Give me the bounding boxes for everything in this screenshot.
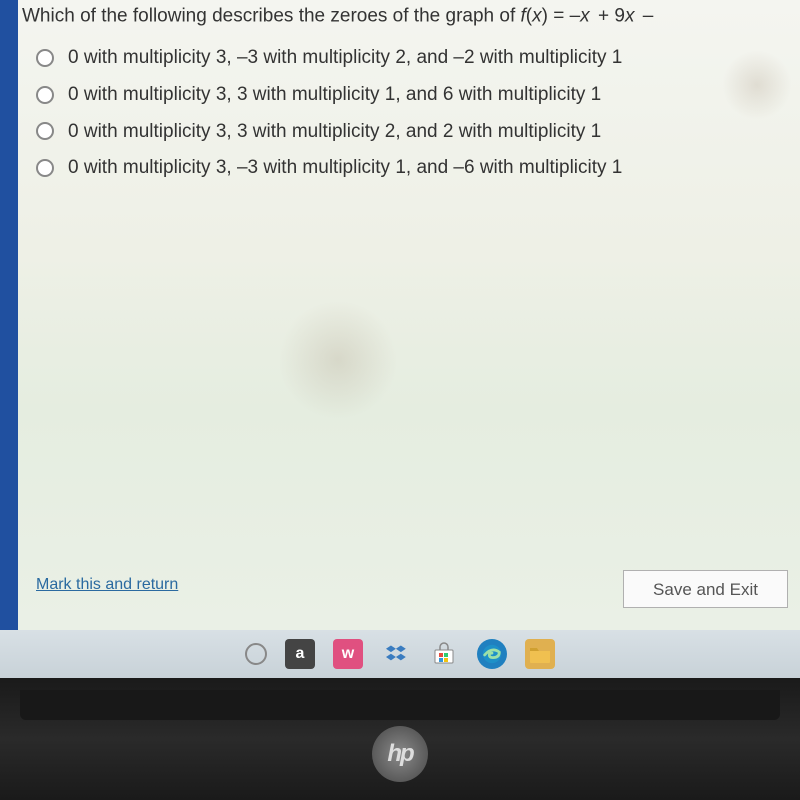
answer-options-group: 0 with multiplicity 3, –3 with multiplic… — [36, 46, 790, 193]
amazon-icon[interactable]: a — [285, 639, 315, 669]
option-label: 0 with multiplicity 3, –3 with multiplic… — [68, 156, 622, 180]
radio-icon[interactable] — [36, 159, 54, 177]
quiz-content-window: Which of the following describes the zer… — [18, 0, 800, 630]
radio-icon[interactable] — [36, 122, 54, 140]
mark-and-return-link[interactable]: Mark this and return — [36, 576, 178, 594]
store-svg — [432, 642, 456, 666]
windows-taskbar[interactable]: a w — [0, 630, 800, 678]
save-and-exit-button[interactable]: Save and Exit — [623, 570, 788, 608]
option-row-2[interactable]: 0 with multiplicity 3, 3 with multiplici… — [36, 83, 790, 107]
app-icon-w[interactable]: w — [333, 639, 363, 669]
radio-icon[interactable] — [36, 49, 54, 67]
folder-svg — [528, 642, 552, 666]
photo-background: Which of the following describes the zer… — [0, 0, 800, 800]
option-row-4[interactable]: 0 with multiplicity 3, –3 with multiplic… — [36, 156, 790, 180]
option-label: 0 with multiplicity 3, 3 with multiplici… — [68, 120, 601, 144]
file-explorer-icon[interactable] — [525, 639, 555, 669]
edge-browser-icon[interactable] — [477, 639, 507, 669]
option-label: 0 with multiplicity 3, 3 with multiplici… — [68, 83, 601, 107]
screen-smudge — [278, 300, 398, 420]
cortana-icon[interactable] — [245, 643, 267, 665]
quiz-content-inner: Which of the following describes the zer… — [18, 0, 800, 630]
option-row-1[interactable]: 0 with multiplicity 3, –3 with multiplic… — [36, 46, 790, 70]
dropbox-svg — [385, 643, 407, 665]
option-row-3[interactable]: 0 with multiplicity 3, 3 with multiplici… — [36, 120, 790, 144]
edge-svg — [481, 643, 503, 665]
question-text: Which of the following describes the zer… — [22, 4, 796, 29]
laptop-bezel-bottom — [20, 690, 780, 720]
quiz-left-sidebar — [0, 0, 18, 630]
hp-logo: hp — [372, 726, 428, 782]
microsoft-store-icon[interactable] — [429, 639, 459, 669]
dropbox-icon[interactable] — [381, 639, 411, 669]
radio-icon[interactable] — [36, 86, 54, 104]
option-label: 0 with multiplicity 3, –3 with multiplic… — [68, 46, 622, 70]
